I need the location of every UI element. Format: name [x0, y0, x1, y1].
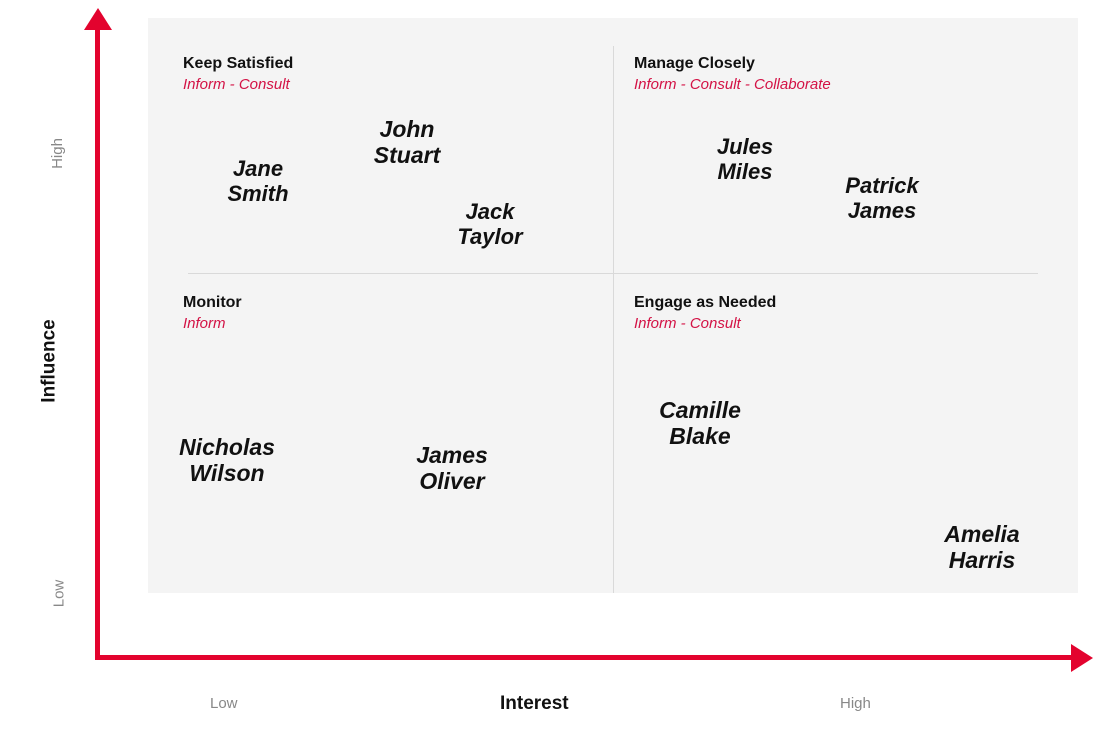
stakeholder: Jane Smith: [227, 156, 288, 207]
stakeholder-matrix: Influence Interest Low High Low High Kee…: [0, 0, 1100, 730]
quadrant-subtitle: Inform: [183, 314, 242, 334]
y-axis-label: Influence: [39, 319, 61, 402]
y-axis-arrow: [84, 8, 112, 30]
stakeholder: James Oliver: [416, 442, 488, 495]
quadrant-divider-vertical: [613, 46, 614, 593]
stakeholder: Jack Taylor: [457, 199, 522, 250]
quadrant-title: Manage Closely: [634, 55, 755, 72]
x-axis-label: Interest: [500, 693, 569, 715]
x-tick-high: High: [840, 695, 871, 712]
stakeholder: Patrick James: [845, 173, 918, 224]
quadrant-engage-as-needed: Engage as Needed Inform - Consult: [634, 292, 776, 334]
y-axis: [95, 22, 100, 660]
quadrant-title: Monitor: [183, 294, 242, 311]
quadrant-monitor: Monitor Inform: [183, 292, 242, 334]
stakeholder: Nicholas Wilson: [179, 434, 275, 487]
quadrant-title: Engage as Needed: [634, 294, 776, 311]
quadrant-title: Keep Satisfied: [183, 55, 293, 72]
x-axis: [95, 655, 1071, 660]
x-tick-low: Low: [210, 695, 238, 712]
stakeholder: John Stuart: [374, 116, 440, 169]
x-axis-arrow: [1071, 644, 1093, 672]
stakeholder: Jules Miles: [717, 134, 773, 185]
stakeholder: Amelia Harris: [944, 521, 1019, 574]
quadrant-subtitle: Inform - Consult: [634, 314, 776, 334]
quadrant-subtitle: Inform - Consult: [183, 75, 293, 95]
quadrant-subtitle: Inform - Consult - Collaborate: [634, 75, 831, 95]
quadrant-keep-satisfied: Keep Satisfied Inform - Consult: [183, 53, 293, 95]
stakeholder: Camille Blake: [659, 397, 741, 450]
quadrant-manage-closely: Manage Closely Inform - Consult - Collabo…: [634, 53, 831, 95]
y-tick-low: Low: [50, 580, 67, 608]
y-tick-high: High: [49, 138, 66, 169]
